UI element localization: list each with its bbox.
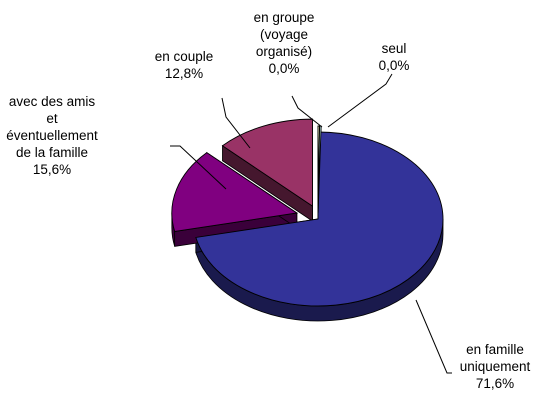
leader-lines [170,73,452,374]
pie-slices [171,118,444,307]
leader-line-0 [415,299,452,374]
pie-slice-1 [171,152,299,232]
leader-line-1 [170,145,227,190]
leader-line-2 [221,97,251,149]
leader-line-4 [327,73,393,128]
slice-label-2: en couple 12,8% [155,49,214,81]
slice-label-4: seul 0,0% [379,41,410,73]
leader-line-3 [291,95,323,128]
pie-slice-0 [195,131,444,307]
slice-label-3: en groupe (voyage organisé) 0,0% [254,10,315,76]
slice-labels: en famille uniquement 71,6% avec des amis et… [6,10,530,391]
slice-label-1: avec des amis et éventuellement de la famil… [6,94,98,177]
slice-label-0: en famille uniquement 71,6% [460,342,531,391]
